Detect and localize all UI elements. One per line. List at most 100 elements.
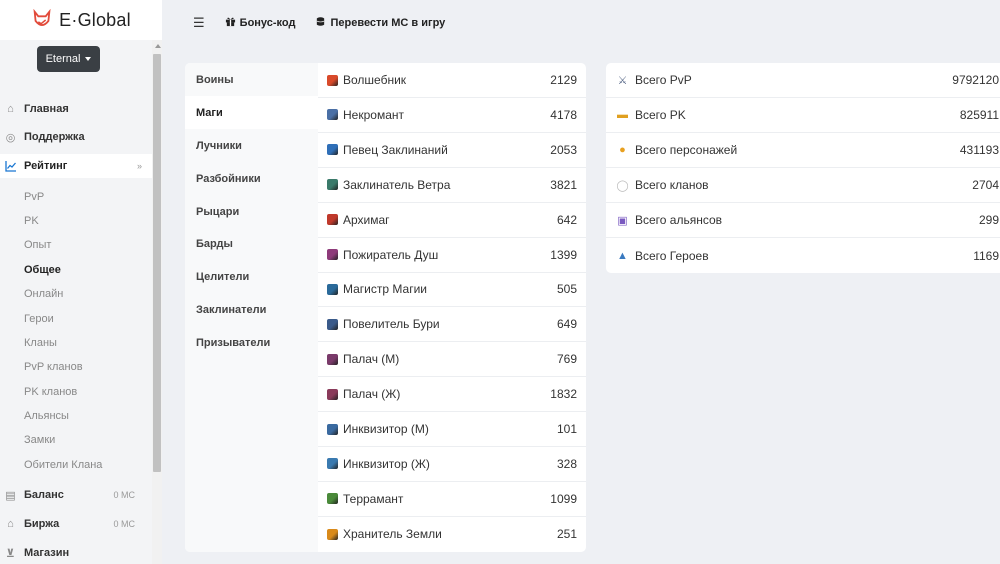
total-name: Всего PvP — [635, 73, 692, 87]
bonus-code-link[interactable]: Бонус-код — [225, 16, 296, 30]
table-row: Пожиратель Душ 1399 — [318, 238, 586, 273]
chart-line-icon — [4, 160, 17, 173]
class-name: Волшебник — [343, 73, 407, 87]
sidebar-subitem-castles[interactable]: Замки — [24, 434, 56, 446]
sidebar-subitem-alliances[interactable]: Альянсы — [24, 410, 69, 422]
total-value: 9792120 — [952, 73, 999, 87]
table-row: ▬ Всего PK 825911 — [606, 98, 1000, 133]
speech-bubble-icon: ◯ — [616, 179, 629, 192]
sidebar-item-exchange[interactable]: ⌂ Биржа 0 МС — [0, 512, 152, 536]
table-row: Магистр Магии 505 — [318, 272, 586, 308]
sidebar-item-support[interactable]: ◎ Поддержка — [0, 125, 152, 149]
hamburger-menu-icon[interactable]: ☰ — [193, 15, 205, 30]
tab-rogues[interactable]: Разбойники — [196, 172, 261, 185]
class-name: Инквизитор (Ж) — [343, 456, 430, 471]
class-tabs: Воины Маги Лучники Разбойники Рыцари Бар… — [185, 63, 318, 552]
total-value: 2704 — [972, 178, 999, 192]
tab-archers[interactable]: Лучники — [196, 139, 242, 152]
server-dropdown[interactable]: Eternal — [37, 46, 100, 72]
sidebar-subitem-pk[interactable]: PK — [24, 215, 39, 227]
sidebar-subitem-heroes[interactable]: Герои — [24, 313, 54, 325]
sidebar-subitem-clan-pk[interactable]: PK кланов — [24, 386, 78, 398]
server-name: Eternal — [45, 53, 81, 65]
person-face-icon: ● — [619, 144, 626, 156]
sidebar-item-label: Поддержка — [24, 131, 85, 143]
sidebar-item-balance[interactable]: ▤ Баланс 0 МС — [0, 483, 152, 507]
table-row: ▲ Всего Героев 1169 — [606, 238, 1000, 273]
scrollbar-thumb[interactable] — [153, 54, 161, 472]
tab-warriors[interactable]: Воины — [196, 73, 234, 86]
alliance-icon: ▣ — [617, 214, 628, 227]
sidebar-subitem-experience[interactable]: Опыт — [24, 239, 52, 251]
sidebar-subitem-general[interactable]: Общее — [24, 264, 61, 276]
class-icon — [327, 74, 338, 86]
sidebar-item-shop[interactable]: ⊻ Магазин — [0, 541, 152, 564]
sidebar-subitem-pvp[interactable]: PvP — [24, 191, 45, 203]
class-count: 505 — [556, 282, 577, 297]
class-icon — [327, 283, 338, 295]
class-count: 1399 — [550, 247, 577, 262]
totals-card: ⚔ Всего PvP 9792120 ▬ Всего PK 825911 ● Всего п… — [606, 63, 1000, 273]
table-row: Палач (М) 769 — [318, 342, 586, 378]
class-icon — [327, 249, 338, 260]
sidebar-item-home[interactable]: ⌂ Главная — [0, 97, 152, 121]
exchange-value: 0 МС — [113, 519, 135, 529]
table-row: Волшебник 2129 — [318, 63, 586, 98]
scroll-up-arrow-icon[interactable] — [155, 44, 161, 48]
bonus-code-label: Бонус-код — [239, 17, 296, 29]
logo[interactable]: E·Global — [0, 0, 162, 40]
sidebar: E·Global Eternal ⌂ Главная ◎ Поддержка Р… — [0, 0, 162, 564]
sidebar-item-label: Магазин — [24, 547, 70, 559]
total-name: Всего Героев — [635, 248, 709, 263]
class-name: Палач (М) — [343, 352, 400, 367]
class-name: Пожиратель Душ — [343, 247, 439, 262]
table-row: Заклинатель Ветра 3821 — [318, 168, 586, 203]
class-count: 3821 — [550, 177, 577, 192]
sidebar-item-rating[interactable]: Рейтинг » — [0, 154, 152, 178]
class-icon — [327, 109, 338, 121]
gift-icon — [225, 16, 236, 30]
class-icon — [327, 179, 338, 191]
tab-knights[interactable]: Рыцари — [196, 205, 240, 218]
total-name: Всего кланов — [635, 178, 709, 192]
class-icon — [327, 318, 338, 330]
class-name: Повелитель Бури — [343, 317, 440, 332]
class-icon — [327, 388, 338, 400]
total-value: 431193 — [959, 143, 999, 157]
table-row: Хранитель Земли 251 — [318, 517, 586, 552]
sidebar-scrollbar[interactable] — [152, 40, 162, 564]
brand-name: E·Global — [59, 9, 131, 30]
table-row: Палач (Ж) 1832 — [318, 377, 586, 413]
sidebar-subitem-clans[interactable]: Кланы — [24, 337, 57, 349]
tab-bards[interactable]: Барды — [196, 237, 233, 250]
sidebar-subitem-online[interactable]: Онлайн — [24, 288, 64, 300]
table-row: Террамант 1099 — [318, 482, 586, 517]
class-count: 2129 — [550, 73, 577, 87]
home-icon: ⌂ — [7, 103, 14, 115]
class-name: Террамант — [343, 491, 404, 506]
transfer-mc-link[interactable]: Перевести МС в игру — [315, 16, 445, 30]
tab-mages[interactable]: Маги — [185, 96, 318, 129]
tab-enchanters[interactable]: Заклинатели — [196, 303, 267, 316]
sidebar-subitem-clan-halls[interactable]: Обители Клана — [24, 459, 103, 471]
class-name: Архимаг — [343, 212, 390, 227]
class-count: 1099 — [550, 491, 577, 506]
table-row: Архимаг 642 — [318, 203, 586, 238]
total-name: Всего PK — [635, 108, 686, 122]
tab-healers[interactable]: Целители — [196, 270, 250, 283]
coins-icon — [315, 16, 326, 30]
table-row: ● Всего персонажей 431193 — [606, 133, 1000, 168]
top-header: ☰ Бонус-код Перевести МС в игру — [162, 0, 1000, 46]
balance-value: 0 МС — [113, 490, 135, 500]
total-value: 299 — [978, 213, 999, 227]
sidebar-subitem-clan-pvp[interactable]: PvP кланов — [24, 361, 83, 373]
crossed-swords-icon: ⚔ — [617, 74, 628, 87]
class-count: 649 — [556, 317, 577, 332]
sidebar-menu: ⌂ Главная ◎ Поддержка Рейтинг » PvP PK О… — [0, 86, 152, 564]
table-row: Повелитель Бури 649 — [318, 307, 586, 343]
class-icon — [327, 493, 338, 505]
class-count: 642 — [556, 212, 577, 227]
class-count: 4178 — [550, 107, 577, 122]
total-name: Всего альянсов — [635, 213, 723, 227]
tab-summoners[interactable]: Призыватели — [196, 336, 271, 349]
